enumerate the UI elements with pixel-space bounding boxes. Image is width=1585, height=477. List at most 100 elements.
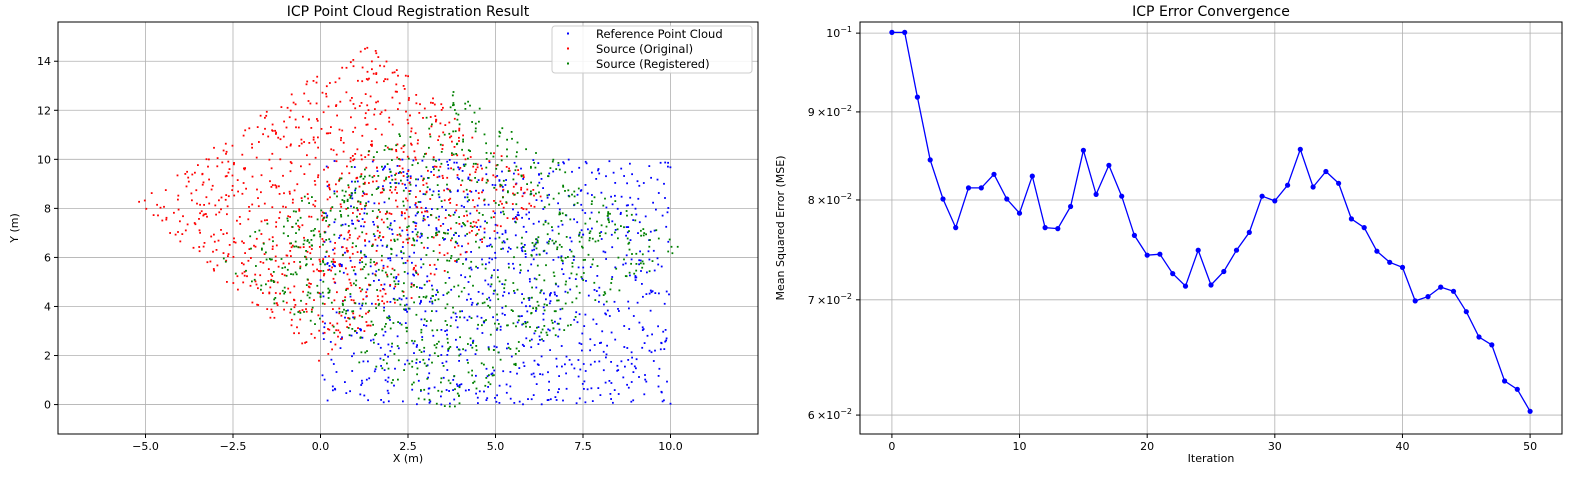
scatter-point-reference-point-cloud [503, 291, 506, 293]
scatter-point-source-original [410, 130, 413, 133]
scatter-point-reference-point-cloud [648, 292, 651, 295]
scatter-point-reference-point-cloud [601, 330, 604, 333]
scatter-point-reference-point-cloud [509, 248, 512, 250]
scatter-point-source-registered [351, 310, 354, 313]
scatter-point-source-registered [515, 203, 518, 206]
scatter-point-reference-point-cloud [519, 271, 521, 274]
scatter-point-reference-point-cloud [411, 388, 414, 391]
scatter-point-source-original [366, 123, 369, 126]
scatter-point-source-registered [327, 287, 330, 290]
scatter-point-source-original [241, 272, 244, 275]
scatter-point-source-original [340, 234, 343, 237]
scatter-point-source-registered [449, 106, 452, 109]
scatter-point-source-original [311, 308, 313, 311]
scatter-point-reference-point-cloud [445, 360, 448, 363]
scatter-point-source-registered [234, 272, 237, 275]
scatter-point-source-registered [403, 144, 406, 147]
scatter-point-reference-point-cloud [600, 341, 602, 344]
scatter-point-source-registered [464, 163, 467, 166]
scatter-point-source-original [349, 256, 351, 259]
scatter-point-reference-point-cloud [665, 339, 667, 342]
scatter-point-source-original [301, 342, 304, 345]
scatter-point-source-original [365, 166, 368, 169]
scatter-point-source-registered [584, 222, 587, 225]
scatter-point-source-registered [554, 310, 557, 313]
scatter-point-source-registered [377, 268, 380, 271]
scatter-point-source-registered [446, 324, 448, 326]
scatter-point-reference-point-cloud [321, 314, 324, 317]
scatter-point-source-original [359, 213, 361, 215]
scatter-point-source-registered [411, 164, 414, 166]
scatter-point-reference-point-cloud [408, 307, 411, 310]
scatter-point-source-original [366, 104, 369, 107]
scatter-point-source-registered [299, 267, 302, 270]
scatter-point-source-registered [561, 260, 564, 262]
scatter-point-reference-point-cloud [578, 313, 581, 316]
scatter-point-reference-point-cloud [510, 355, 513, 358]
scatter-point-reference-point-cloud [532, 159, 535, 161]
scatter-point-source-original [361, 134, 364, 137]
scatter-point-source-registered [377, 175, 380, 177]
scatter-point-source-original [169, 232, 171, 234]
scatter-point-source-registered [391, 342, 393, 345]
scatter-point-source-original [328, 186, 331, 189]
scatter-point-source-original [298, 310, 301, 312]
scatter-point-reference-point-cloud [475, 392, 477, 395]
scatter-point-source-registered [575, 285, 578, 288]
scatter-point-source-registered [400, 323, 403, 326]
scatter-point-reference-point-cloud [667, 161, 669, 164]
scatter-point-reference-point-cloud [331, 385, 334, 388]
scatter-point-reference-point-cloud [332, 263, 334, 266]
scatter-point-source-original [411, 244, 413, 246]
scatter-point-source-registered [425, 295, 428, 298]
scatter-point-source-original [357, 79, 359, 82]
scatter-point-reference-point-cloud [404, 262, 407, 264]
scatter-point-reference-point-cloud [419, 236, 422, 239]
scatter-point-source-original [321, 91, 324, 94]
scatter-point-source-original [403, 212, 406, 215]
scatter-point-source-registered [328, 289, 331, 292]
scatter-point-source-original [439, 165, 442, 168]
scatter-point-source-registered [571, 262, 574, 264]
mse-point [1259, 193, 1265, 199]
scatter-point-source-registered [330, 260, 333, 263]
scatter-point-source-original [394, 301, 396, 304]
scatter-point-reference-point-cloud [638, 376, 640, 378]
scatter-point-reference-point-cloud [557, 202, 559, 205]
scatter-point-source-registered [512, 282, 515, 284]
scatter-point-source-registered [437, 298, 440, 301]
scatter-point-reference-point-cloud [512, 262, 514, 265]
scatter-point-source-registered [514, 169, 517, 172]
scatter-point-source-registered [562, 185, 565, 188]
line-title: ICP Error Convergence [1132, 4, 1290, 20]
scatter-point-reference-point-cloud [663, 302, 666, 305]
mse-point [1157, 251, 1163, 257]
scatter-point-reference-point-cloud [487, 203, 490, 206]
scatter-point-reference-point-cloud [414, 203, 417, 206]
scatter-point-reference-point-cloud [330, 358, 333, 361]
scatter-point-source-original [248, 127, 251, 130]
scatter-point-reference-point-cloud [380, 365, 382, 367]
scatter-point-source-registered [251, 280, 253, 283]
scatter-point-reference-point-cloud [486, 375, 489, 378]
scatter-point-reference-point-cloud [469, 344, 472, 347]
scatter-point-reference-point-cloud [641, 329, 644, 331]
scatter-point-source-original [262, 133, 264, 136]
scatter-point-source-original [224, 198, 227, 201]
scatter-point-source-original [307, 197, 309, 200]
scatter-point-source-registered [424, 193, 427, 196]
scatter-point-reference-point-cloud [627, 226, 630, 228]
scatter-point-source-original [315, 81, 318, 84]
scatter-point-source-original [300, 197, 303, 199]
scatter-point-source-original [342, 150, 345, 153]
scatter-point-source-registered [364, 263, 367, 266]
scatter-point-reference-point-cloud [520, 247, 523, 249]
scatter-point-source-original [254, 280, 257, 283]
scatter-point-source-original [265, 114, 268, 117]
scatter-point-source-original [342, 299, 345, 302]
scatter-point-source-original [288, 190, 291, 193]
mse-point [1068, 203, 1074, 210]
scatter-point-source-registered [530, 166, 532, 169]
scatter-point-reference-point-cloud [364, 244, 367, 247]
scatter-point-reference-point-cloud [395, 276, 398, 278]
